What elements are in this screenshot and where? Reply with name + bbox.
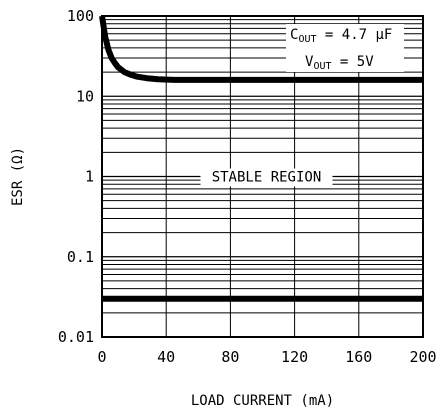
cout-value: = 4.7 μF: [317, 27, 393, 43]
x-tick-label: 80: [221, 348, 239, 366]
cout-subscript: OUT: [298, 34, 316, 45]
y-axis-title: ESR (Ω): [10, 147, 26, 206]
y-tick-label: 10: [76, 87, 94, 105]
cout-label: C: [290, 27, 298, 43]
y-tick-label: 1: [85, 168, 94, 186]
series-group: [99, 15, 423, 302]
vout-label: V: [305, 54, 314, 70]
cout-annotation: COUT = 4.7 μF: [290, 27, 392, 45]
stable-region-label: STABLE REGION: [212, 170, 322, 186]
x-tick-label: 0: [97, 348, 106, 366]
conditions-label-bg: [286, 24, 404, 72]
x-tick-label: 200: [409, 348, 436, 366]
x-tick-label: 120: [281, 348, 308, 366]
y-tick-label: 100: [67, 7, 94, 25]
stable-region-label-bg: [200, 168, 333, 187]
y-tick-label: 0.1: [67, 248, 94, 266]
vout-value: = 5V: [332, 54, 375, 70]
vout-subscript: OUT: [313, 61, 331, 72]
y-tick-label: 0.01: [58, 328, 94, 346]
x-tick-label: 40: [157, 348, 175, 366]
vout-annotation: VOUT = 5V: [305, 54, 374, 72]
plot-frame: [101, 15, 424, 338]
series-line-upper-boundary: [99, 15, 423, 83]
x-axis-title: LOAD CURRENT (mA): [191, 393, 334, 409]
x-tick-label: 160: [345, 348, 372, 366]
tick-labels: 0 40 80 120 160 200 0.01 0.1 1 10 100: [58, 7, 437, 366]
